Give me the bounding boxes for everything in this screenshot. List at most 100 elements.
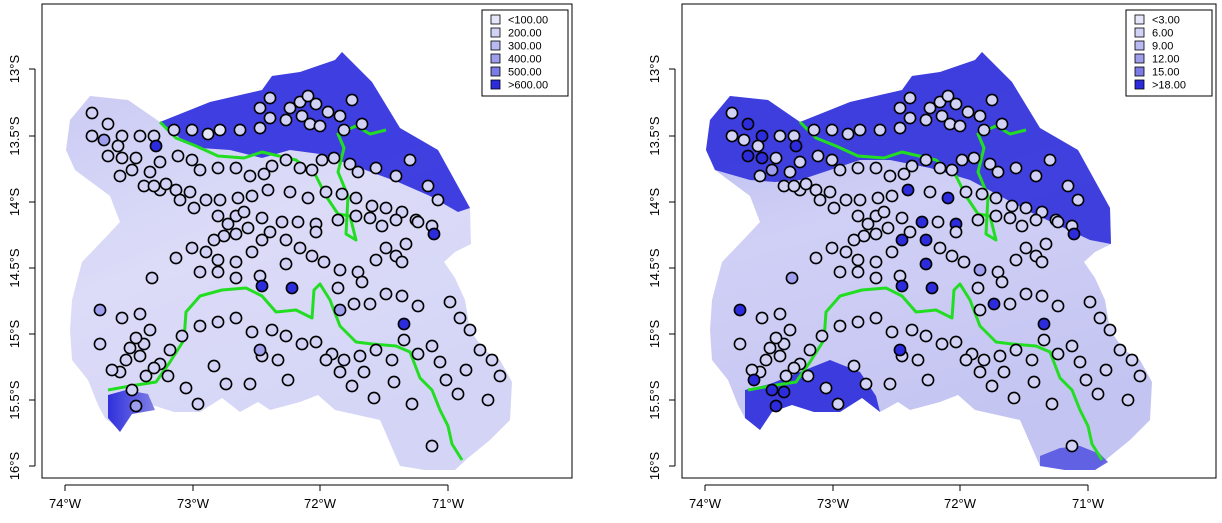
right-legend-label: 15.00 <box>1152 67 1180 79</box>
left-station-point <box>494 370 505 381</box>
right-station-point <box>974 304 985 315</box>
left-station-point <box>174 194 185 205</box>
right-station-point <box>1036 256 1047 267</box>
right-x-tick-label: 74°W <box>689 496 722 511</box>
left-station-point <box>184 186 195 197</box>
left-station-point <box>150 140 161 151</box>
right-station-point <box>916 216 927 227</box>
right-station-point <box>854 124 865 135</box>
left-station-point <box>232 192 243 203</box>
left-station-point <box>364 212 375 223</box>
right-station-point <box>832 398 843 409</box>
left-station-point <box>334 264 345 275</box>
right-legend-label: 6.00 <box>1152 28 1173 40</box>
right-station-point <box>1010 254 1021 265</box>
right-station-point <box>990 210 1001 221</box>
right-station-point <box>840 194 851 205</box>
left-station-point <box>148 180 159 191</box>
left-station-point <box>398 318 409 329</box>
right-station-point <box>734 338 745 349</box>
right-station-point <box>1044 154 1055 165</box>
left-station-point <box>114 170 125 181</box>
right-station-point <box>962 106 973 117</box>
right-y-tick-label: 14°S <box>647 188 662 217</box>
right-station-point <box>870 272 881 283</box>
left-station-point <box>280 114 291 125</box>
right-legend-label: >18.00 <box>1152 80 1186 92</box>
right-station-point <box>1006 200 1017 211</box>
left-legend-swatch <box>491 80 500 89</box>
right-station-point <box>804 344 815 355</box>
right-station-point <box>1026 354 1037 365</box>
left-station-point <box>172 150 183 161</box>
right-station-point <box>1066 340 1077 351</box>
left-station-point <box>176 330 187 341</box>
right-legend-swatch <box>1135 41 1144 50</box>
right-station-point <box>986 380 997 391</box>
left-station-point <box>334 366 345 377</box>
left-station-point <box>370 254 381 265</box>
left-station-point <box>400 238 411 249</box>
right-station-point <box>784 166 795 177</box>
right-station-point <box>1028 376 1039 387</box>
left-station-point <box>212 162 223 173</box>
left-station-point <box>194 266 205 277</box>
left-station-point <box>440 374 451 385</box>
right-station-point <box>834 320 845 331</box>
left-station-point <box>86 130 97 141</box>
right-station-point <box>894 102 905 113</box>
left-station-point <box>280 154 291 165</box>
right-station-point <box>904 112 915 123</box>
left-station-point <box>460 364 471 375</box>
left-station-point <box>208 360 219 371</box>
right-station-point <box>810 252 821 263</box>
left-station-point <box>194 164 205 175</box>
right-station-point <box>1020 288 1031 299</box>
right-station-point <box>756 312 767 323</box>
left-station-point <box>322 106 333 117</box>
left-station-point <box>320 354 331 365</box>
right-station-point <box>1008 392 1019 403</box>
right-station-point <box>1004 212 1015 223</box>
left-legend-label: 500.00 <box>508 67 542 79</box>
left-y-tick-label: 15.5°S <box>7 380 22 420</box>
right-station-point <box>998 366 1009 377</box>
right-legend-label: 9.00 <box>1152 41 1173 53</box>
right-map-panel: <3.006.009.0012.0015.00>18.00 <box>682 4 1216 478</box>
left-legend-swatch <box>491 28 500 37</box>
left-station-point <box>162 370 173 381</box>
left-station-point <box>412 300 423 311</box>
left-station-point <box>212 254 223 265</box>
right-station-point <box>902 184 913 195</box>
right-legend-swatch <box>1135 28 1144 37</box>
right-station-point <box>1020 202 1031 213</box>
right-station-point <box>976 188 987 199</box>
left-station-point <box>296 338 307 349</box>
left-station-point <box>134 350 145 361</box>
left-station-point <box>200 246 211 257</box>
right-station-point <box>848 360 859 371</box>
right-station-point <box>904 226 915 237</box>
left-station-point <box>346 94 357 105</box>
right-station-point <box>1062 180 1073 191</box>
left-station-point <box>94 338 105 349</box>
right-station-point <box>1074 356 1085 367</box>
left-station-point <box>254 102 265 113</box>
left-station-point <box>244 378 255 389</box>
left-station-point <box>230 272 241 283</box>
right-station-point <box>960 186 971 197</box>
right-x-tick-label: 72°W <box>944 496 977 511</box>
left-station-point <box>286 282 297 293</box>
right-station-point <box>1122 394 1133 405</box>
right-station-point <box>852 266 863 277</box>
left-station-point <box>266 324 277 335</box>
right-station-point <box>934 162 945 173</box>
left-station-point <box>246 190 257 201</box>
right-station-point <box>764 342 775 353</box>
left-station-point <box>486 354 497 365</box>
right-station-point <box>956 154 967 165</box>
right-station-point <box>784 324 795 335</box>
right-station-point <box>886 326 897 337</box>
right-station-point <box>800 178 811 189</box>
right-legend-swatch <box>1135 67 1144 76</box>
